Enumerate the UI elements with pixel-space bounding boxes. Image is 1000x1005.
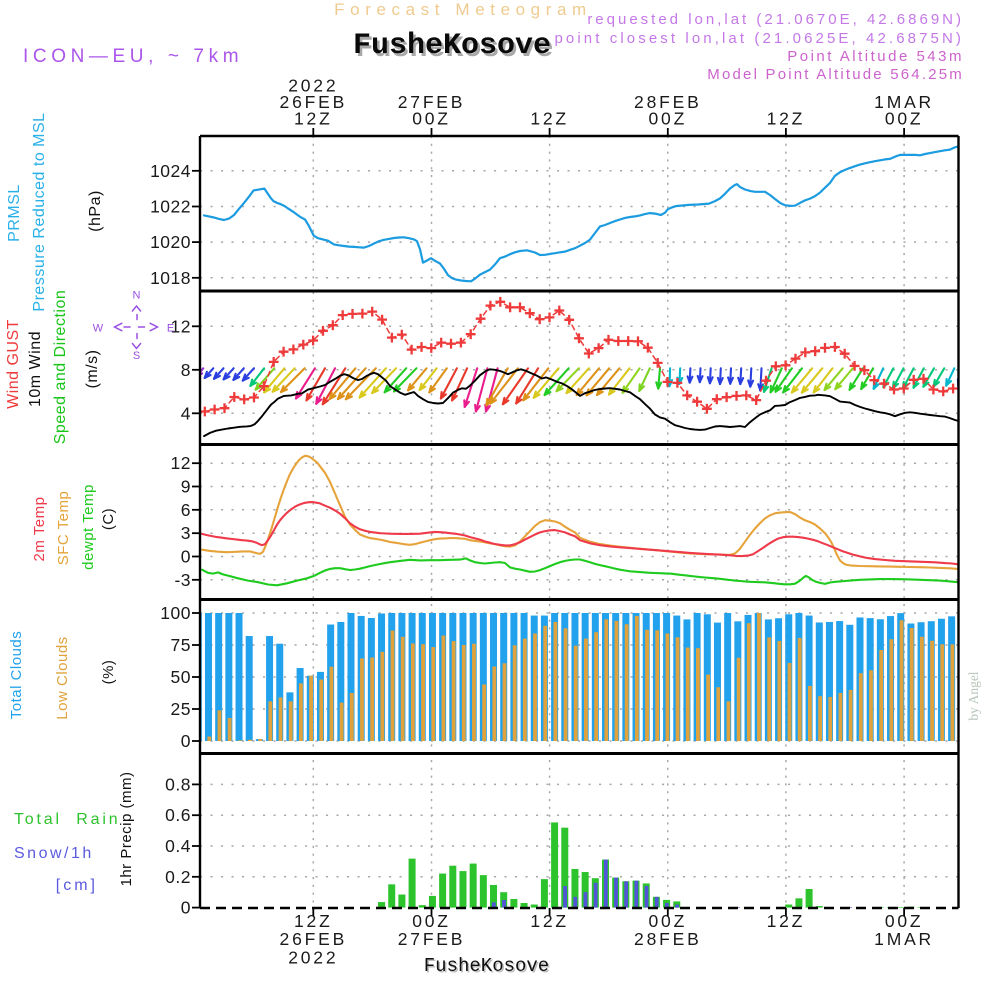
svg-text:0.4: 0.4 (165, 836, 191, 856)
svg-text:00Z: 00Z (649, 911, 688, 931)
svg-text:1MAR: 1MAR (874, 92, 934, 112)
svg-text:12Z: 12Z (294, 911, 333, 931)
svg-text:2m Temp: 2m Temp (31, 497, 48, 562)
svg-text:0.8: 0.8 (165, 774, 191, 794)
svg-text:requested lon,lat (21.0670E, 4: requested lon,lat (21.0670E, 42.6869N) (587, 11, 964, 28)
svg-text:1hr Precip (mm): 1hr Precip (mm) (118, 771, 135, 886)
svg-text:12Z: 12Z (767, 911, 806, 931)
svg-text:27FEB: 27FEB (398, 929, 466, 949)
svg-text:(%): (%) (100, 660, 117, 685)
svg-text:6: 6 (181, 500, 191, 520)
svg-text:26FEB: 26FEB (280, 929, 348, 949)
svg-text:point closest lon,lat (21.0625: point closest lon,lat (21.0625E, 42.6875… (554, 30, 964, 47)
svg-text:75: 75 (171, 635, 191, 655)
svg-text:1MAR: 1MAR (874, 929, 934, 949)
svg-text:FusheKosove: FusheKosove (424, 955, 549, 977)
svg-text:by Angel: by Angel (966, 671, 981, 720)
svg-text:12Z: 12Z (530, 911, 569, 931)
svg-text:N: N (133, 290, 141, 302)
svg-text:Forecast Meteogram: Forecast Meteogram (334, 0, 592, 19)
svg-text:S: S (133, 350, 140, 362)
svg-text:E: E (167, 323, 174, 335)
svg-text:ICON—EU, ~ 7km: ICON—EU, ~ 7km (23, 46, 243, 67)
svg-text:Pressure Reduced to MSL: Pressure Reduced to MSL (31, 112, 48, 311)
svg-text:Point Altitude 543m: Point Altitude 543m (787, 48, 964, 65)
svg-text:2022: 2022 (288, 76, 338, 96)
svg-text:Total Rain: Total Rain (14, 811, 120, 828)
svg-text:SFC Temp: SFC Temp (55, 491, 72, 566)
svg-text:Wind GUST: Wind GUST (5, 319, 22, 409)
svg-text:1018: 1018 (150, 268, 191, 288)
svg-text:Snow/1h: Snow/1h (14, 845, 94, 862)
svg-text:PRMSL: PRMSL (6, 184, 23, 242)
svg-text:Speed and Direction: Speed and Direction (52, 290, 69, 444)
svg-text:10m Wind: 10m Wind (27, 331, 44, 407)
svg-text:2022: 2022 (288, 947, 338, 967)
svg-text:28FEB: 28FEB (634, 929, 702, 949)
svg-text:W: W (93, 323, 104, 335)
svg-text:12Z: 12Z (530, 108, 569, 128)
svg-text:(m/s): (m/s) (84, 350, 101, 389)
svg-text:0: 0 (181, 731, 191, 751)
svg-text:4: 4 (181, 403, 191, 423)
svg-text:00Z: 00Z (412, 911, 451, 931)
svg-text:1020: 1020 (150, 232, 191, 252)
svg-text:12Z: 12Z (767, 108, 806, 128)
svg-text:(C): (C) (100, 508, 117, 530)
svg-text:Low Clouds: Low Clouds (54, 636, 71, 719)
svg-text:-3: -3 (174, 570, 191, 590)
svg-text:3: 3 (181, 523, 191, 543)
svg-text:0: 0 (181, 547, 191, 567)
svg-text:Model Point Altitude 564.25m: Model Point Altitude 564.25m (707, 66, 964, 83)
svg-text:9: 9 (181, 477, 191, 497)
svg-text:Total Clouds: Total Clouds (8, 631, 25, 720)
svg-text:dewpt Temp: dewpt Temp (80, 484, 97, 570)
svg-text:28FEB: 28FEB (634, 92, 702, 112)
svg-text:12: 12 (171, 453, 191, 473)
svg-text:FusheKosove: FusheKosove (353, 29, 551, 63)
svg-text:0.6: 0.6 (165, 805, 191, 825)
svg-text:100: 100 (160, 603, 191, 623)
svg-text:0: 0 (181, 898, 191, 918)
svg-text:(hPa): (hPa) (87, 190, 104, 232)
svg-text:27FEB: 27FEB (398, 92, 466, 112)
svg-text:1022: 1022 (150, 197, 191, 217)
svg-text:25: 25 (171, 699, 191, 719)
svg-text:50: 50 (171, 667, 191, 687)
svg-text:00Z: 00Z (885, 911, 924, 931)
svg-text:0.2: 0.2 (165, 867, 191, 887)
svg-text:[cm]: [cm] (56, 877, 98, 894)
svg-text:8: 8 (181, 360, 191, 380)
svg-text:1024: 1024 (150, 161, 191, 181)
